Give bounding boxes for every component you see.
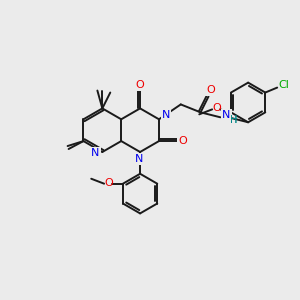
Text: O: O xyxy=(206,85,215,94)
Text: Cl: Cl xyxy=(279,80,289,90)
Text: N: N xyxy=(91,148,100,158)
Text: O: O xyxy=(213,103,221,113)
Text: O: O xyxy=(206,85,215,94)
Text: N: N xyxy=(91,148,100,158)
Text: N: N xyxy=(222,110,230,120)
Text: N: N xyxy=(162,110,170,120)
Text: O: O xyxy=(105,178,113,188)
Text: N: N xyxy=(162,110,170,120)
Text: O: O xyxy=(178,136,187,146)
Text: N: N xyxy=(135,154,143,164)
Text: O: O xyxy=(136,80,145,90)
Text: O: O xyxy=(136,80,145,90)
Text: H: H xyxy=(230,115,237,125)
Text: H: H xyxy=(230,115,237,125)
Text: N: N xyxy=(222,110,230,120)
Text: O: O xyxy=(178,136,187,146)
Text: N: N xyxy=(135,154,143,164)
